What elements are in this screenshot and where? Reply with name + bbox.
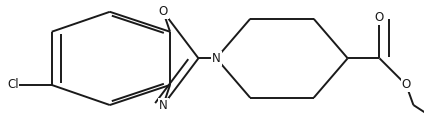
Text: O: O bbox=[159, 5, 168, 18]
Text: N: N bbox=[159, 99, 167, 112]
Text: O: O bbox=[402, 78, 411, 91]
Text: O: O bbox=[375, 11, 384, 24]
Text: Cl: Cl bbox=[7, 78, 19, 91]
Text: N: N bbox=[212, 52, 220, 65]
